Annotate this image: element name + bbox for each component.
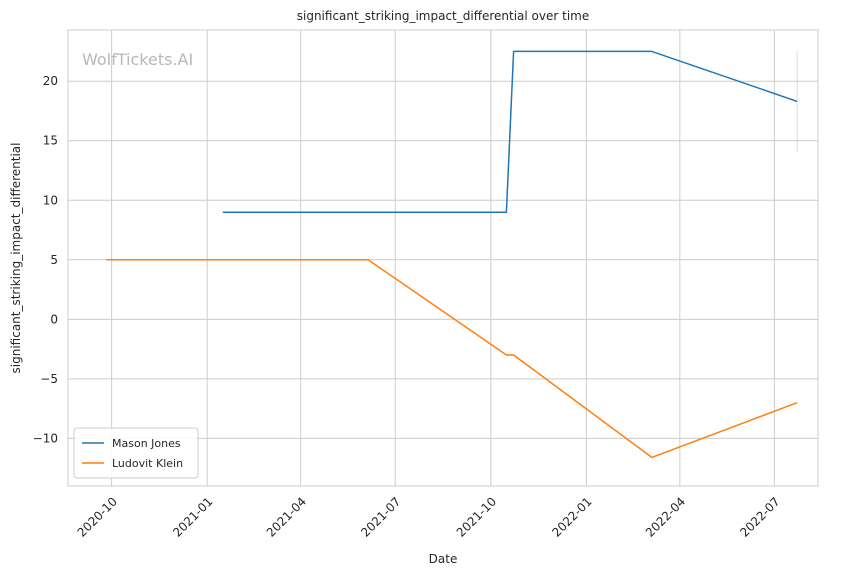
y-tick-label: 0 — [50, 312, 58, 326]
y-tick-label: 5 — [50, 253, 58, 267]
chart-title: significant_striking_impact_differential… — [297, 9, 589, 23]
y-tick-labels: −10 −5 0 5 10 15 20 — [33, 74, 58, 445]
series-line-1 — [222, 50, 798, 213]
y-axis-label: significant_striking_impact_differential — [9, 143, 23, 374]
y-tick-label: −5 — [40, 372, 58, 386]
plot-frame — [67, 29, 819, 487]
y-tick-label: 15 — [43, 134, 58, 148]
y-tick-label: −10 — [33, 431, 58, 445]
legend-label: Ludovit Klein — [112, 457, 183, 470]
x-axis-label: Date — [429, 552, 458, 566]
series-line-2 — [106, 259, 798, 459]
y-tick-label: 10 — [43, 193, 58, 207]
legend-label: Mason Jones — [112, 437, 181, 450]
y-tick-label: 20 — [43, 74, 58, 88]
x-gridlines — [111, 30, 775, 486]
legend-frame — [73, 427, 199, 479]
watermark: WolfTickets.AI — [82, 50, 193, 69]
series-layer — [106, 50, 798, 459]
legend: Mason Jones Ludovit Klein — [73, 427, 199, 479]
